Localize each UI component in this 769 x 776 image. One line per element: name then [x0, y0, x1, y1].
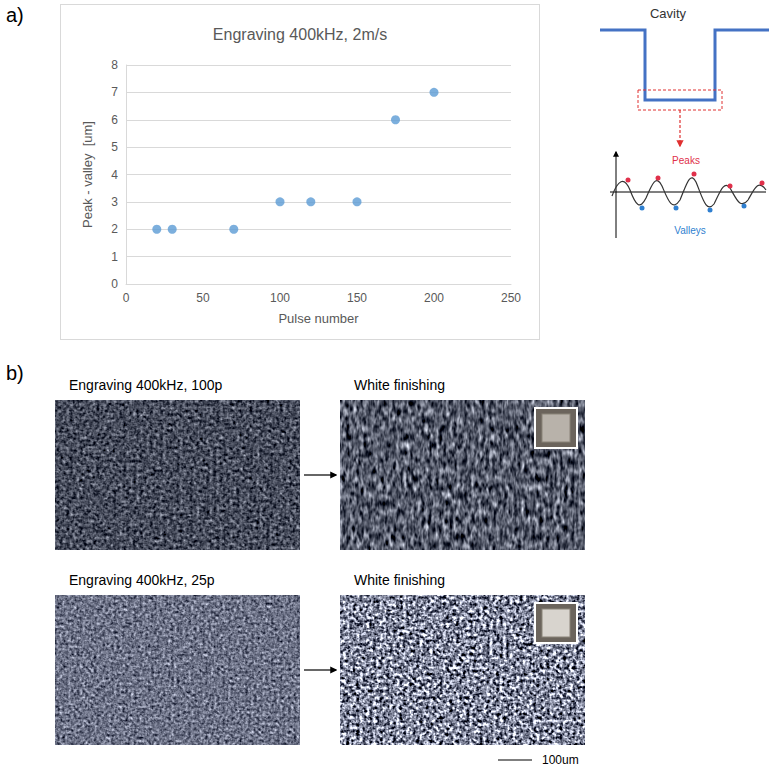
svg-text:Engraving 400kHz, 100p: Engraving 400kHz, 100p: [69, 377, 223, 393]
svg-text:150: 150: [347, 291, 367, 305]
svg-text:2: 2: [111, 222, 118, 236]
svg-text:0: 0: [111, 277, 118, 291]
svg-text:Engraving 400kHz, 25p: Engraving 400kHz, 25p: [69, 572, 215, 588]
svg-text:Cavity: Cavity: [650, 6, 687, 21]
svg-text:7: 7: [111, 85, 118, 99]
svg-text:a): a): [6, 4, 24, 26]
svg-text:8: 8: [111, 58, 118, 72]
svg-text:100um: 100um: [542, 753, 579, 767]
svg-text:0: 0: [123, 291, 130, 305]
svg-text:White finishing: White finishing: [354, 572, 445, 588]
svg-text:100: 100: [270, 291, 290, 305]
svg-text:50: 50: [196, 291, 210, 305]
svg-text:4: 4: [111, 168, 118, 182]
svg-text:250: 250: [501, 291, 521, 305]
svg-text:White finishing: White finishing: [354, 377, 445, 393]
svg-text:Valleys: Valleys: [674, 225, 706, 236]
svg-text:1: 1: [111, 250, 118, 264]
svg-text:Peak - valley [um]: Peak - valley [um]: [80, 121, 95, 228]
svg-text:Peaks: Peaks: [672, 155, 700, 166]
svg-text:Pulse number: Pulse number: [278, 311, 359, 326]
svg-text:6: 6: [111, 113, 118, 127]
svg-text:Engraving 400kHz, 2m/s: Engraving 400kHz, 2m/s: [213, 26, 387, 43]
svg-text:3: 3: [111, 195, 118, 209]
svg-text:200: 200: [424, 291, 444, 305]
svg-text:5: 5: [111, 140, 118, 154]
svg-text:b): b): [6, 362, 24, 384]
